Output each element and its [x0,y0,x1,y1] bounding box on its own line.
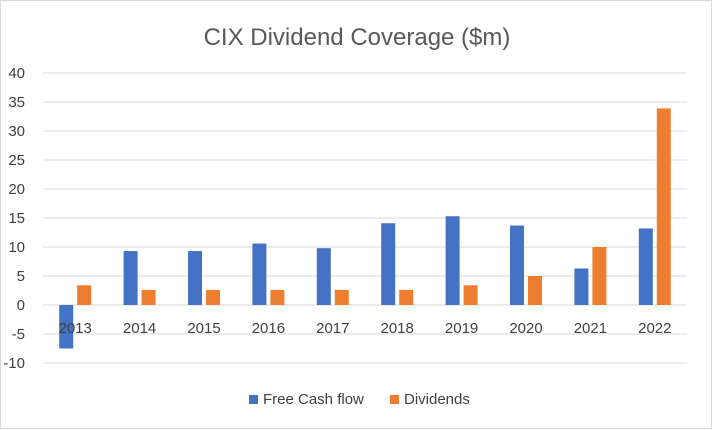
x-tick-label: 2019 [445,320,478,337]
dividends-bar [270,289,285,305]
free-cash-flow-bar [510,225,524,305]
x-tick-label: 2015 [187,320,220,337]
dividends-bar [77,285,92,305]
y-tick-label: 30 [8,123,25,140]
x-tick-label: 2022 [638,320,671,337]
free-cash-flow-bar [59,305,74,349]
legend-label-dividends: Dividends [404,391,470,408]
x-tick-label: 2021 [574,320,607,337]
y-tick-label: -10 [3,355,25,372]
legend-swatch-free-cash-flow [249,395,258,404]
dividends-bar [141,289,156,305]
x-tick-label: 2013 [59,320,92,337]
free-cash-flow-bar [252,243,267,305]
dividends-bar [528,276,542,305]
free-cash-flow-bar [316,248,331,305]
bars [59,108,671,349]
free-cash-flow-bar [445,216,460,305]
dividends-bar [463,285,478,305]
legend: Free Cash flow Dividends [249,391,470,408]
x-tick-label: 2016 [252,320,285,337]
x-tick-label: 2014 [123,320,156,337]
free-cash-flow-bar [123,251,138,305]
chart-title: CIX Dividend Coverage ($m) [204,24,511,51]
y-tick-label: 25 [8,152,25,169]
legend-swatch-dividends [390,395,399,404]
x-tick-label: 2020 [509,320,542,337]
free-cash-flow-bar [188,251,202,305]
y-tick-label: 35 [8,94,25,111]
y-tick-label: 5 [17,268,25,285]
free-cash-flow-bar [381,223,396,305]
dividends-bar [334,289,349,305]
y-tick-label: 10 [8,239,25,256]
y-tick-label: -5 [12,326,25,343]
y-axis-ticks: 40 35 30 25 20 15 10 5 0 -5 -10 [3,65,25,372]
legend-label-free-cash-flow: Free Cash flow [263,391,364,408]
dividends-bar [399,289,414,305]
y-tick-label: 40 [8,65,25,82]
x-axis-ticks: 2013 2014 2015 2016 2017 2018 2019 2020 2021 2022 [59,320,672,337]
free-cash-flow-bar [638,228,653,305]
y-tick-label: 20 [8,181,25,198]
gridlines [43,72,687,364]
y-tick-label: 15 [8,210,25,227]
free-cash-flow-bar [574,268,589,305]
x-tick-label: 2018 [381,320,414,337]
dividends-bar [656,108,671,305]
x-tick-label: 2017 [316,320,349,337]
y-tick-label: 0 [17,297,25,314]
dividends-bar [206,289,220,305]
dividends-bar [592,247,607,305]
